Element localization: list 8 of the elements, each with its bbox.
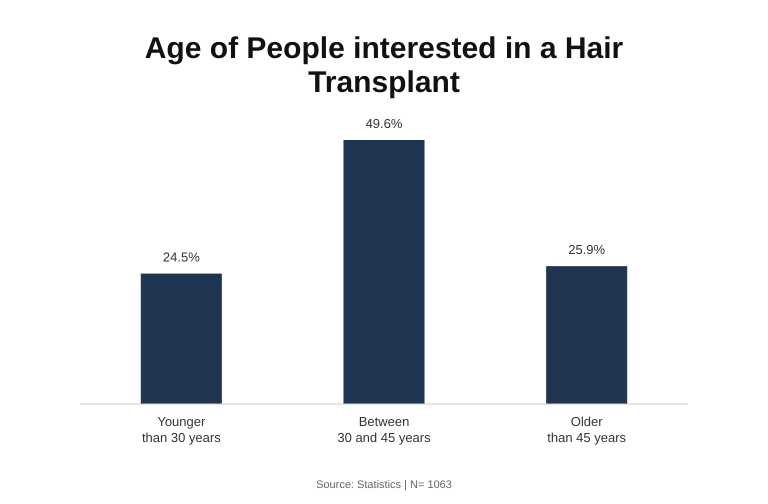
data-label: 25.9% xyxy=(568,242,606,258)
x-tick-label: Younger than 30 years xyxy=(142,414,222,445)
x-tick-label: Older than 45 years xyxy=(547,414,627,445)
chart-title: Age of People interested in a Hair Transplant xyxy=(144,32,624,99)
source-note: Source: Statistics | N= 1063 xyxy=(316,479,452,491)
data-label: 49.6% xyxy=(366,116,403,131)
data-label: 24.5% xyxy=(162,250,200,265)
x-tick-label: Between 30 and 45 years xyxy=(337,414,432,445)
